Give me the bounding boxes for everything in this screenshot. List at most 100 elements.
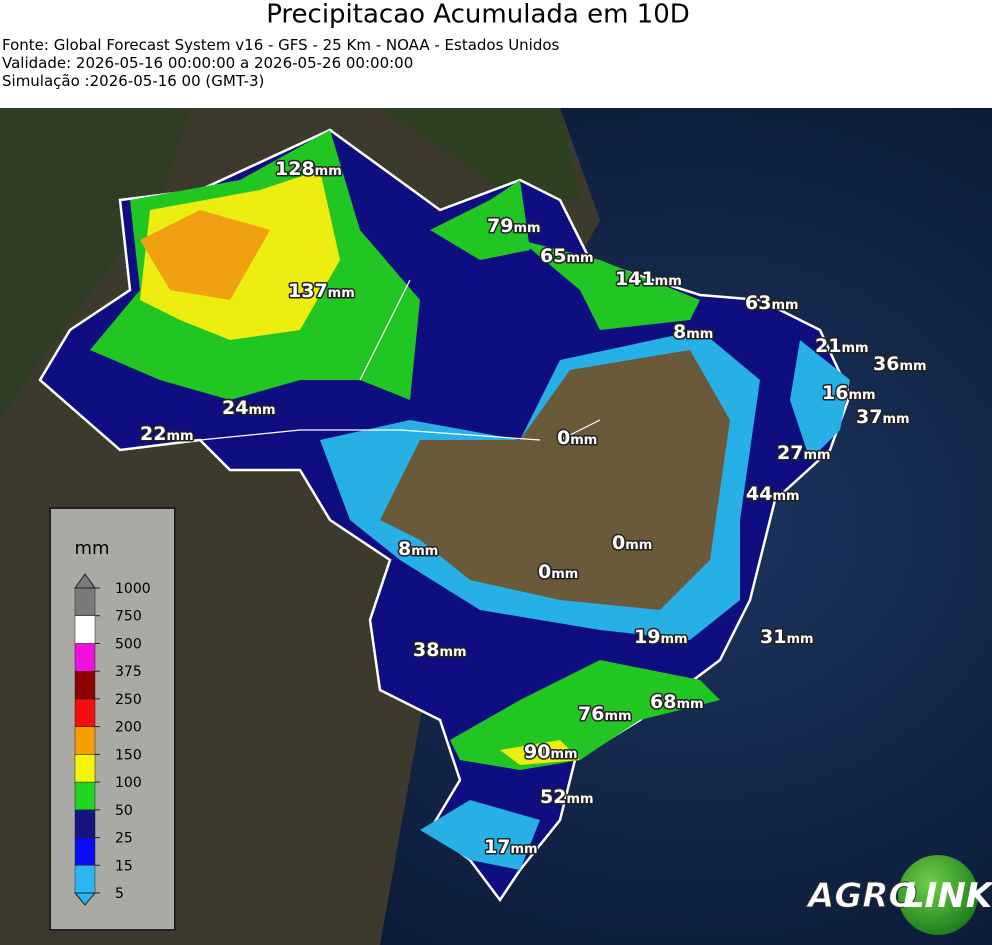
tick-label: 375 — [115, 664, 142, 680]
rain-unit: mm — [439, 645, 466, 660]
rain-unit: mm — [655, 274, 682, 289]
tick-label: 50 — [115, 803, 133, 819]
rain-unit: mm — [686, 327, 713, 342]
tick-label: 750 — [115, 609, 142, 625]
rain-value: 137 — [288, 280, 328, 302]
rain-unit: mm — [570, 433, 597, 448]
source-line: Simulação :2026-05-16 00 (GMT-3) — [2, 72, 264, 90]
rain-unit: mm — [166, 429, 193, 444]
under-arrow — [73, 892, 97, 906]
color-bin — [74, 615, 96, 644]
tick-label: 25 — [115, 831, 133, 847]
rain-value: 128 — [275, 158, 315, 180]
rain-value: 76 — [578, 703, 604, 725]
rain-label: 17mm — [484, 836, 538, 858]
rain-unit: mm — [248, 403, 275, 418]
over-arrow — [74, 573, 96, 589]
rain-value: 0 — [557, 427, 570, 449]
rain-value: 27 — [777, 442, 803, 464]
tick-label: 100 — [115, 775, 142, 791]
rain-label: 21mm — [815, 335, 869, 357]
rain-label: 22mm — [140, 423, 194, 445]
color-bin — [74, 809, 96, 838]
rain-unit: mm — [625, 538, 652, 553]
rain-label: 128mm — [275, 158, 342, 180]
tick-label: 5 — [115, 886, 124, 902]
rain-value: 0 — [612, 532, 625, 554]
logo: AGRO LINK — [805, 855, 992, 935]
color-bin — [74, 781, 96, 811]
title: Precipitacao Acumulada em 10D — [266, 0, 690, 30]
rain-unit: mm — [604, 709, 631, 724]
rain-value: 38 — [413, 639, 439, 661]
rain-label: 31mm — [760, 626, 814, 648]
rain-unit: mm — [411, 544, 438, 559]
rain-unit: mm — [328, 286, 355, 301]
rain-unit: mm — [841, 341, 868, 356]
rain-unit: mm — [566, 251, 593, 266]
rain-value: 22 — [140, 423, 166, 445]
rain-label: 63mm — [745, 292, 799, 314]
source-line: Fonte: Global Forecast System v16 - GFS … — [2, 36, 560, 54]
color-bin — [74, 754, 96, 783]
rain-value: 17 — [484, 836, 510, 858]
source-line: Validade: 2026-05-16 00:00:00 a 2026-05-… — [2, 54, 413, 72]
rain-unit: mm — [513, 221, 540, 236]
rain-value: 19 — [634, 626, 660, 648]
rain-label: 52mm — [540, 786, 594, 808]
rain-unit: mm — [566, 792, 593, 807]
rain-value: 16 — [822, 382, 848, 404]
rain-label: 27mm — [777, 442, 831, 464]
rain-value: 141 — [615, 268, 655, 290]
rain-label: 8mm — [673, 321, 713, 343]
rain-unit: mm — [786, 632, 813, 647]
map — [0, 108, 992, 945]
rain-unit: mm — [551, 567, 578, 582]
rain-unit: mm — [772, 489, 799, 504]
tick-label: 250 — [115, 692, 142, 708]
rain-unit: mm — [315, 164, 342, 179]
rain-value: 68 — [650, 691, 676, 713]
tick-label: 200 — [115, 720, 142, 736]
rain-unit: mm — [676, 697, 703, 712]
tick-label: 500 — [115, 636, 142, 652]
tick-label: 1000 — [115, 581, 151, 597]
rain-value: 44 — [746, 483, 772, 505]
color-bin — [74, 587, 96, 616]
rain-value: 24 — [222, 397, 248, 419]
rain-label: 44mm — [746, 483, 800, 505]
rain-label: 137mm — [288, 280, 355, 302]
color-bin — [74, 837, 96, 866]
rain-label: 0mm — [557, 427, 597, 449]
rain-value: 90 — [524, 741, 550, 763]
rain-unit: mm — [660, 632, 687, 647]
rain-label: 0mm — [538, 561, 578, 583]
rain-value: 0 — [538, 561, 551, 583]
color-bin — [74, 698, 96, 727]
rain-label: 16mm — [822, 382, 876, 404]
rain-value: 21 — [815, 335, 841, 357]
rain-label: 24mm — [222, 397, 276, 419]
rain-unit: mm — [510, 842, 537, 857]
rain-label: 76mm — [578, 703, 632, 725]
logo-circle — [898, 855, 978, 935]
color-bin — [74, 643, 96, 672]
rain-value: 65 — [540, 245, 566, 267]
rain-value: 52 — [540, 786, 566, 808]
rain-value: 63 — [745, 292, 771, 314]
legend-title: mm — [74, 538, 109, 559]
rain-label: 68mm — [650, 691, 704, 713]
rain-unit: mm — [899, 359, 926, 374]
rain-value: 36 — [873, 353, 899, 375]
logo-text: AGRO — [805, 876, 917, 916]
rain-label: 0mm — [612, 532, 652, 554]
rain-label: 38mm — [413, 639, 467, 661]
rain-value: 31 — [760, 626, 786, 648]
tick-label: 15 — [115, 858, 133, 874]
rain-label: 90mm — [524, 741, 578, 763]
rain-value: 8 — [673, 321, 686, 343]
rain-label: 19mm — [634, 626, 688, 648]
rain-unit: mm — [771, 298, 798, 313]
